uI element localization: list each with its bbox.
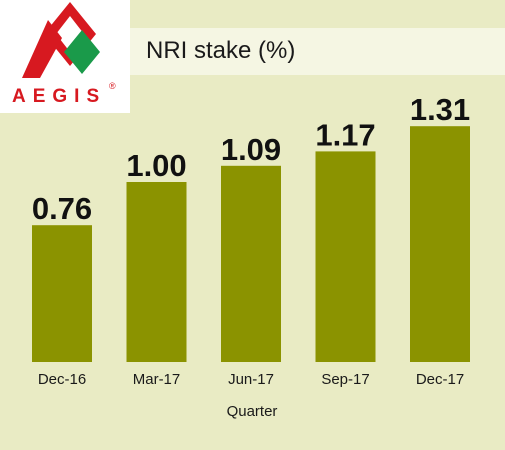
aegis-logo: AEGIS ® bbox=[0, 0, 130, 113]
x-tick-label: Dec-16 bbox=[38, 371, 86, 388]
logo-green-diamond-shape bbox=[64, 30, 100, 74]
x-tick-label: Dec-17 bbox=[416, 371, 464, 388]
bar-value-label: 1.00 bbox=[126, 148, 186, 183]
x-tick-label: Jun-17 bbox=[228, 371, 274, 388]
bars-group bbox=[32, 126, 470, 362]
bar-value-label: 1.17 bbox=[315, 117, 375, 152]
aegis-logo-graphic: AEGIS ® bbox=[12, 2, 116, 107]
bar-sep-17 bbox=[315, 151, 376, 362]
logo-red-stroke-shape bbox=[22, 20, 62, 78]
x-tick-labels-group: Dec-16 Mar-17 Jun-17 Sep-17 Dec-17 bbox=[38, 371, 464, 388]
bar-dec-16 bbox=[32, 225, 92, 362]
bar-mar-17 bbox=[126, 182, 187, 362]
bar-dec-17 bbox=[410, 126, 470, 362]
bar-value-label: 0.76 bbox=[32, 191, 92, 226]
bar-value-label: 1.31 bbox=[410, 92, 470, 127]
logo-wordmark: AEGIS bbox=[12, 86, 106, 107]
logo-registered-mark: ® bbox=[109, 81, 116, 91]
value-labels-group: 0.76 1.00 1.09 1.17 1.31 bbox=[32, 92, 470, 226]
x-axis-label: Quarter bbox=[227, 403, 278, 420]
chart-title-panel: NRI stake (%) bbox=[130, 28, 505, 75]
x-tick-label: Mar-17 bbox=[133, 371, 181, 388]
bar-value-label: 1.09 bbox=[221, 132, 281, 167]
x-tick-label: Sep-17 bbox=[321, 371, 369, 388]
bar-jun-17 bbox=[221, 165, 281, 362]
chart-title: NRI stake (%) bbox=[146, 37, 296, 64]
